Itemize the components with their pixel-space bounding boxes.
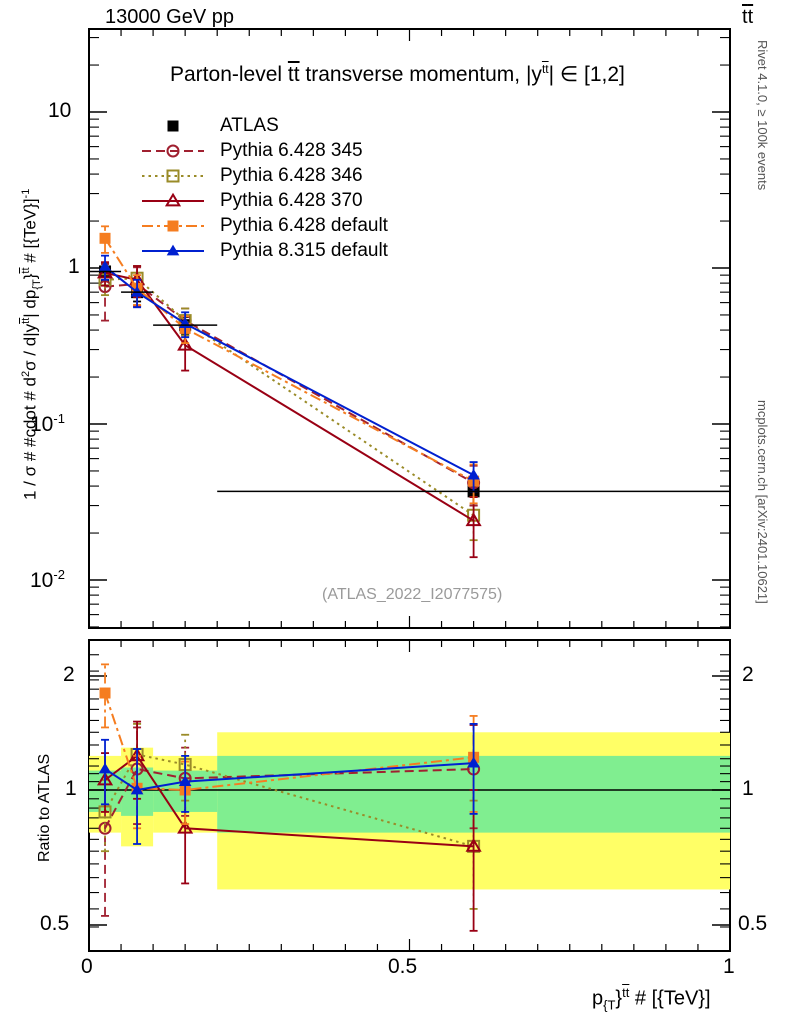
legend-swatch-triangle-open — [142, 192, 204, 206]
series-pythia-6-428-370 — [96, 261, 482, 559]
legend-item-5[interactable]: Pythia 8.315 default — [140, 238, 388, 263]
legend-swatch-square-open — [142, 169, 204, 182]
ratio-datapoint — [98, 762, 112, 774]
legend-label: Pythia 8.315 default — [220, 239, 388, 261]
datapoint — [98, 260, 112, 272]
analysis-watermark: (ATLAS_2022_I2077575) — [322, 586, 503, 603]
ratio-datapoint — [130, 783, 144, 795]
datapoint — [130, 285, 144, 297]
datapoint — [99, 232, 111, 244]
legend-item-4[interactable]: Pythia 6.428 default — [140, 213, 388, 238]
ratio-datapoint — [178, 775, 192, 787]
main-series-group — [89, 225, 730, 559]
main-ytick-0p1: 10-1 — [30, 411, 65, 436]
ratio-datapoint — [177, 819, 194, 834]
ratio-y-minor-ticks — [89, 654, 730, 928]
datapoint — [467, 468, 480, 480]
series-atlas — [99, 262, 480, 507]
legend-label: Pythia 6.428 345 — [220, 139, 363, 161]
ratio-ytick-1-right: 1 — [742, 777, 754, 800]
beam-energy-label: 13000 GeV pp — [105, 6, 234, 28]
series-pythia-6-428-default — [99, 225, 480, 505]
legend-swatch-square-filled — [167, 120, 179, 131]
main-ytick-0p01: 10-2 — [30, 567, 65, 592]
xtick-0: 0 — [81, 955, 93, 978]
legend-label: Pythia 6.428 370 — [220, 189, 363, 211]
main-x-ticks — [88, 29, 731, 628]
ratio-y-major-ticks — [89, 675, 730, 926]
legend-item-1[interactable]: Pythia 6.428 345 — [140, 138, 388, 163]
process-label: tt — [742, 6, 754, 28]
ratio-series-group — [96, 663, 482, 932]
legend-label: Pythia 6.428 default — [220, 214, 388, 236]
ratio-ytick-2-left: 2 — [63, 663, 75, 686]
ratio-datapoint — [467, 756, 480, 768]
x-axis-label: p{T}tt # [{TeV}] — [592, 985, 711, 1013]
legend-label: Pythia 6.428 346 — [220, 164, 363, 186]
legend-item-0[interactable]: ATLAS — [140, 113, 388, 138]
xtick-1: 1 — [723, 955, 735, 978]
ratio-x-ticks — [88, 640, 731, 951]
main-ytick-10: 10 — [48, 99, 72, 122]
atlas-bin-markers — [89, 270, 730, 493]
legend-swatch-square-filled — [142, 220, 204, 231]
series-pythia-8-315-default — [98, 254, 480, 493]
ratio-datapoint — [465, 838, 482, 852]
ratio-ytick-0p5-right: 0.5 — [738, 912, 768, 935]
main-y-minor-ticks — [89, 37, 730, 628]
ratio-ytick-0p5-left: 0.5 — [40, 912, 70, 935]
ratio-ytick-2-right: 2 — [742, 663, 754, 686]
ratio-ytick-1-left: 1 — [65, 777, 77, 800]
main-ytick-1: 1 — [68, 255, 80, 278]
series-pythia-6-428-345 — [98, 263, 481, 507]
legend: ATLAS Pythia 6.428 345 Pythia 6.428 346 Pyt… — [140, 113, 388, 263]
ratio-datapoint — [99, 687, 111, 699]
legend-item-2[interactable]: Pythia 6.428 346 — [140, 163, 388, 188]
page-title: Parton-level tt transverse momentum, |yt… — [170, 62, 625, 86]
legend-swatch-circle-open — [142, 144, 204, 157]
legend-label: ATLAS — [220, 114, 279, 136]
datapoint — [177, 336, 194, 351]
legend-swatch-triangle-filled — [142, 244, 204, 255]
legend-item-3[interactable]: Pythia 6.428 370 — [140, 188, 388, 213]
datapoint — [465, 512, 482, 527]
xtick-0p5: 0.5 — [388, 955, 418, 978]
ratio-series-pythia-8-315-default — [98, 723, 480, 845]
